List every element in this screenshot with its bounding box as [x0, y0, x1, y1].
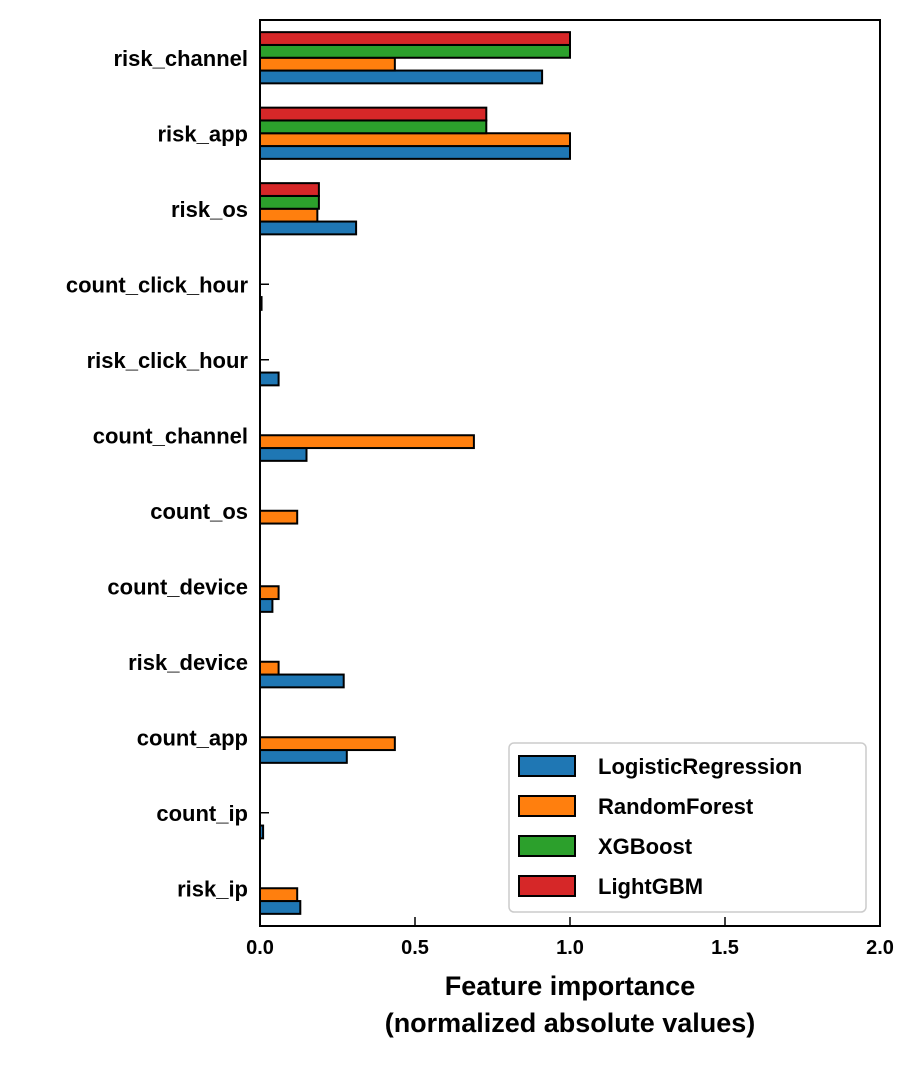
bar-lightgbm-risk-channel	[259, 31, 571, 46]
ytick-label-count-device: count_device	[107, 574, 248, 599]
bar-logisticregression-risk-os	[259, 220, 358, 236]
bar-lightgbm-risk-os	[259, 182, 320, 197]
ytick-label-risk-channel: risk_channel	[113, 46, 248, 71]
ytick-label-count-channel: count_channel	[93, 423, 248, 448]
bar-randomforest-count-os	[259, 509, 299, 525]
xtick-label: 0.0	[246, 937, 274, 959]
bar-logisticregression-risk-app	[259, 145, 571, 160]
bar-randomforest-count-app	[259, 736, 396, 752]
xtick-label: 1.0	[556, 937, 584, 959]
ytick-label-risk-ip: risk_ip	[177, 876, 248, 901]
x-axis-label-line-1: Feature importance	[445, 971, 696, 1001]
xtick-label: 2.0	[866, 937, 894, 959]
plot-frame	[259, 19, 881, 927]
legend-label-randomforest: RandomForest	[598, 794, 754, 819]
bar-randomforest-risk-os	[259, 207, 319, 223]
ytick-label-risk-device: risk_device	[128, 650, 248, 675]
legend-label-logisticregression: LogisticRegression	[598, 754, 802, 779]
bar-randomforest-risk-ip	[259, 887, 299, 903]
bar-lightgbm-risk-app	[259, 106, 488, 122]
bar-randomforest-risk-channel	[259, 56, 396, 72]
bar-randomforest-count-channel	[259, 434, 475, 450]
legend-label-xgboost: XGBoost	[598, 834, 693, 859]
bar-xgboost-risk-app	[259, 119, 488, 135]
ytick-label-risk-os: risk_os	[171, 197, 248, 222]
legend-swatch-xgboost	[518, 835, 576, 857]
legend-box	[508, 742, 867, 913]
ytick-label-count-app: count_app	[137, 725, 248, 750]
bar-randomforest-count-device	[259, 585, 280, 601]
ytick-label-risk-app: risk_app	[158, 121, 249, 146]
bar-logisticregression-risk-channel	[259, 69, 544, 85]
bar-xgboost-risk-os	[259, 194, 320, 210]
bar-randomforest-risk-app	[259, 132, 571, 148]
x-axis-label-line-2: (normalized absolute values)	[385, 1008, 756, 1038]
ytick-label-risk-click-hour: risk_click_hour	[87, 348, 249, 373]
ytick-label-count-click-hour: count_click_hour	[66, 272, 249, 297]
legend-swatch-randomforest	[518, 795, 576, 817]
xtick-label: 1.5	[711, 937, 739, 959]
bar-logisticregression-count-channel	[259, 447, 308, 462]
bar-logisticregression-count-device	[259, 598, 274, 613]
bar-logisticregression-count-app	[259, 749, 348, 764]
ytick-label-count-ip: count_ip	[156, 801, 248, 826]
bar-xgboost-risk-channel	[259, 43, 571, 59]
bar-logisticregression-risk-ip	[259, 900, 302, 915]
xtick-label: 0.5	[401, 937, 429, 959]
legend-swatch-lightgbm	[518, 875, 576, 897]
ytick-label-count-os: count_os	[150, 499, 248, 524]
bar-randomforest-risk-device	[259, 660, 280, 676]
bar-logisticregression-risk-click-hour	[259, 371, 280, 387]
legend-swatch-logisticregression	[518, 755, 576, 777]
bar-logisticregression-risk-device	[259, 673, 345, 689]
legend-label-lightgbm: LightGBM	[598, 874, 703, 899]
